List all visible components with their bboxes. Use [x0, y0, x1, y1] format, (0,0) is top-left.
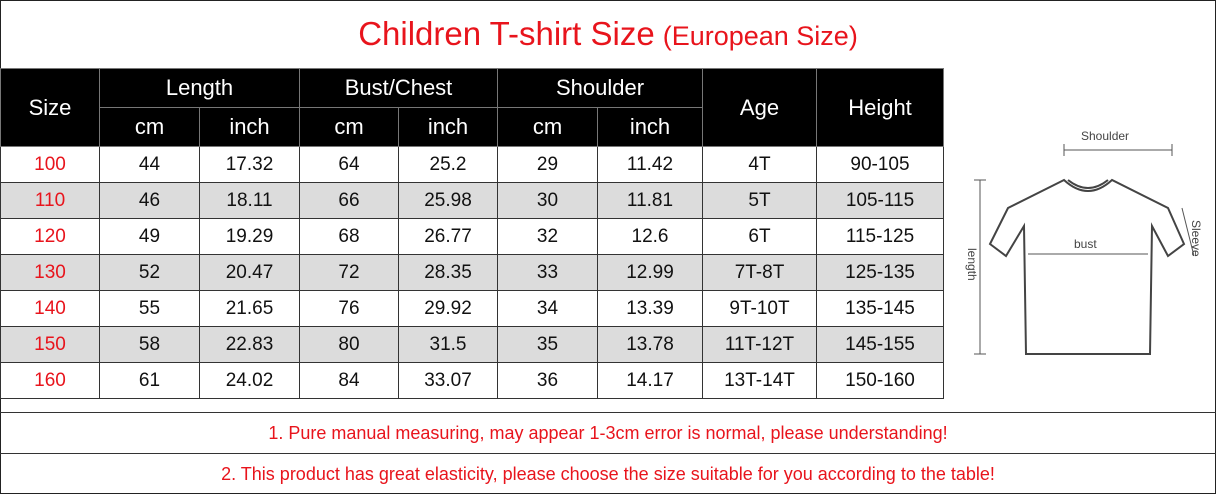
cell-age: 11T-12T	[702, 326, 817, 363]
table-row: 130 52 20.47 72 28.35 33 12.99 7T-8T 125…	[0, 254, 944, 291]
table-row: 110 46 18.11 66 25.98 30 11.81 5T 105-11…	[0, 182, 944, 219]
cell-shoulder-inch: 14.17	[597, 362, 703, 399]
cell-age: 13T-14T	[702, 362, 817, 399]
note-elasticity: 2. This product has great elasticity, pl…	[0, 453, 1216, 494]
cell-size: 130	[0, 254, 100, 291]
cell-bust-cm: 68	[299, 218, 399, 255]
cell-shoulder-cm: 34	[497, 290, 598, 327]
header-bust: Bust/Chest	[299, 68, 498, 108]
cell-length-inch: 20.47	[199, 254, 300, 291]
cell-height: 115-125	[816, 218, 944, 255]
table-row: 120 49 19.29 68 26.77 32 12.6 6T 115-125	[0, 218, 944, 255]
cell-age: 5T	[702, 182, 817, 219]
cell-bust-cm: 76	[299, 290, 399, 327]
cell-size: 150	[0, 326, 100, 363]
cell-height: 150-160	[816, 362, 944, 399]
cell-bust-cm: 66	[299, 182, 399, 219]
cell-bust-cm: 84	[299, 362, 399, 399]
collar	[1067, 179, 1109, 189]
table-row: 140 55 21.65 76 29.92 34 13.39 9T-10T 13…	[0, 290, 944, 327]
cell-shoulder-inch: 13.39	[597, 290, 703, 327]
cell-length-inch: 24.02	[199, 362, 300, 399]
bust-label: bust	[1074, 237, 1097, 251]
cell-shoulder-cm: 35	[497, 326, 598, 363]
cell-bust-inch: 31.5	[398, 326, 498, 363]
tshirt-diagram: Shoulder bust length Sleeve	[946, 68, 1216, 412]
table-row: 160 61 24.02 84 33.07 36 14.17 13T-14T 1…	[0, 362, 944, 399]
cell-age: 6T	[702, 218, 817, 255]
cell-shoulder-inch: 11.81	[597, 182, 703, 219]
title-sub: (European Size)	[662, 20, 858, 51]
sleeve-label: Sleeve	[1189, 220, 1203, 257]
cell-length-inch: 19.29	[199, 218, 300, 255]
cell-bust-cm: 64	[299, 146, 399, 183]
cell-shoulder-cm: 32	[497, 218, 598, 255]
cell-age: 4T	[702, 146, 817, 183]
cell-length-cm: 55	[99, 290, 200, 327]
title-main: Children T-shirt Size	[358, 15, 655, 52]
header-length-inch: inch	[199, 107, 300, 147]
shoulder-label: Shoulder	[1081, 129, 1129, 143]
cell-shoulder-cm: 36	[497, 362, 598, 399]
cell-age: 9T-10T	[702, 290, 817, 327]
cell-height: 125-135	[816, 254, 944, 291]
cell-size: 160	[0, 362, 100, 399]
cell-height: 135-145	[816, 290, 944, 327]
cell-bust-cm: 80	[299, 326, 399, 363]
cell-bust-cm: 72	[299, 254, 399, 291]
cell-shoulder-inch: 12.99	[597, 254, 703, 291]
cell-size: 140	[0, 290, 100, 327]
header-shoulder-cm: cm	[497, 107, 598, 147]
cell-length-cm: 44	[99, 146, 200, 183]
cell-bust-inch: 28.35	[398, 254, 498, 291]
cell-bust-inch: 25.98	[398, 182, 498, 219]
cell-bust-inch: 33.07	[398, 362, 498, 399]
cell-length-cm: 52	[99, 254, 200, 291]
sleeve-measure-line	[1181, 207, 1195, 257]
length-label: length	[965, 248, 979, 281]
header-size: Size	[0, 68, 100, 147]
cell-length-cm: 49	[99, 218, 200, 255]
cell-shoulder-cm: 29	[497, 146, 598, 183]
cell-length-cm: 61	[99, 362, 200, 399]
cell-height: 105-115	[816, 182, 944, 219]
size-table: Size Length Bust/Chest Shoulder Age Heig…	[0, 68, 944, 399]
cell-size: 100	[0, 146, 100, 183]
note-measuring: 1. Pure manual measuring, may appear 1-3…	[0, 412, 1216, 453]
cell-length-inch: 22.83	[199, 326, 300, 363]
cell-shoulder-inch: 13.78	[597, 326, 703, 363]
header-height: Height	[816, 68, 944, 147]
cell-age: 7T-8T	[702, 254, 817, 291]
header-length: Length	[99, 68, 300, 108]
header-shoulder: Shoulder	[497, 68, 703, 108]
cell-height: 145-155	[816, 326, 944, 363]
cell-shoulder-cm: 30	[497, 182, 598, 219]
page-title: Children T-shirt Size (European Size)	[0, 0, 1216, 68]
header-length-cm: cm	[99, 107, 200, 147]
header-age: Age	[702, 68, 817, 147]
cell-length-cm: 58	[99, 326, 200, 363]
cell-size: 110	[0, 182, 100, 219]
tshirt-svg: Shoulder bust length Sleeve	[965, 129, 1203, 355]
header-bust-cm: cm	[299, 107, 399, 147]
cell-height: 90-105	[816, 146, 944, 183]
cell-size: 120	[0, 218, 100, 255]
header-shoulder-inch: inch	[597, 107, 703, 147]
table-row: 100 44 17.32 64 25.2 29 11.42 4T 90-105	[0, 146, 944, 183]
cell-bust-inch: 29.92	[398, 290, 498, 327]
cell-length-inch: 21.65	[199, 290, 300, 327]
cell-shoulder-inch: 12.6	[597, 218, 703, 255]
cell-length-cm: 46	[99, 182, 200, 219]
header-bust-inch: inch	[398, 107, 498, 147]
tshirt-outline	[988, 178, 1186, 355]
cell-bust-inch: 25.2	[398, 146, 498, 183]
cell-shoulder-cm: 33	[497, 254, 598, 291]
cell-bust-inch: 26.77	[398, 218, 498, 255]
cell-length-inch: 17.32	[199, 146, 300, 183]
cell-shoulder-inch: 11.42	[597, 146, 703, 183]
table-row: 150 58 22.83 80 31.5 35 13.78 11T-12T 14…	[0, 326, 944, 363]
cell-length-inch: 18.11	[199, 182, 300, 219]
